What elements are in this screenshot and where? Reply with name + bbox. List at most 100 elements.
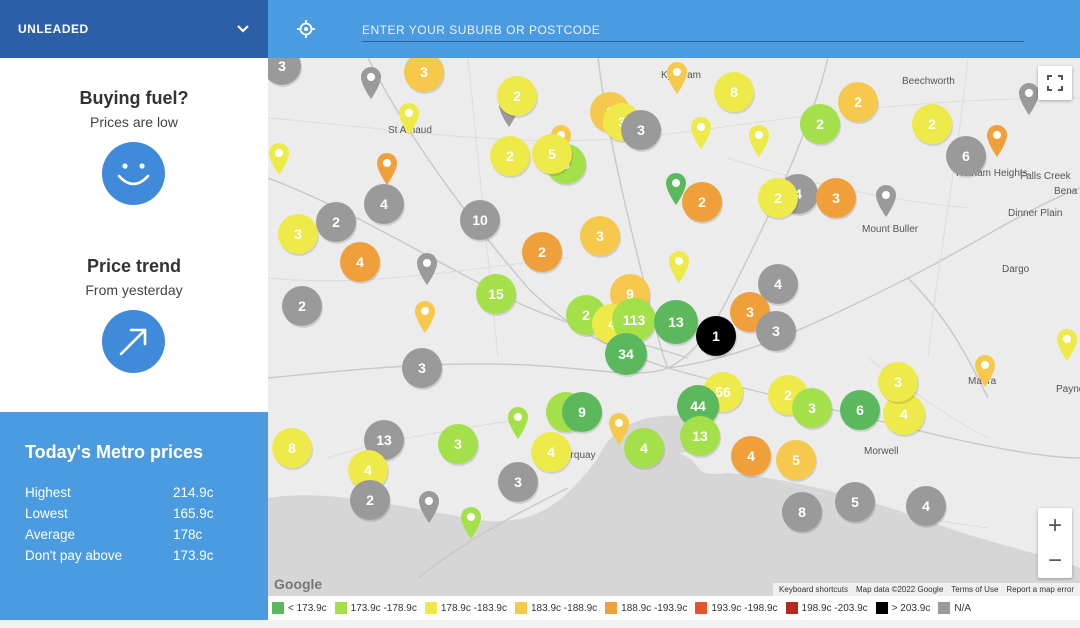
metro-label: Don't pay above	[25, 548, 123, 563]
map-pin-icon[interactable]	[460, 506, 482, 540]
price-cluster[interactable]: 2	[497, 76, 537, 116]
price-cluster[interactable]: 3	[792, 388, 832, 428]
keyboard-shortcuts-link[interactable]: Keyboard shortcuts	[779, 585, 848, 594]
map-pin-icon[interactable]	[748, 124, 770, 158]
legend-swatch	[515, 602, 527, 614]
price-cluster[interactable]: 2	[282, 286, 322, 326]
map-pin-icon[interactable]	[665, 172, 687, 206]
price-cluster[interactable]: 3	[756, 311, 796, 351]
map-pin-icon[interactable]	[608, 412, 630, 446]
legend-item: > 203.9c	[875, 602, 931, 614]
price-cluster[interactable]: 6	[840, 390, 880, 430]
price-cluster[interactable]: 2	[758, 178, 798, 218]
suburb-postcode-input[interactable]	[362, 18, 1024, 42]
legend-swatch	[875, 602, 888, 614]
fuel-type-label: UNLEADED	[18, 22, 89, 36]
map-pin-icon[interactable]	[986, 124, 1008, 158]
price-trend-subtitle: From yesterday	[85, 282, 183, 298]
map-pin-icon[interactable]	[974, 354, 996, 388]
fuel-type-select[interactable]: UNLEADED	[0, 0, 268, 58]
price-cluster[interactable]: 3	[278, 214, 318, 254]
price-cluster[interactable]: 2	[912, 104, 952, 144]
place-label: Hotham Heights	[956, 168, 1028, 179]
locate-me-icon[interactable]	[296, 19, 316, 39]
metro-value: 173.9c	[173, 548, 214, 563]
legend-swatch	[272, 602, 284, 614]
fullscreen-button[interactable]	[1038, 66, 1072, 100]
price-cluster[interactable]: 2	[490, 136, 530, 176]
price-cluster[interactable]: 4	[758, 264, 798, 304]
map-pin-icon[interactable]	[875, 184, 897, 218]
map-pin-icon[interactable]	[376, 152, 398, 186]
price-cluster[interactable]: 2	[316, 202, 356, 242]
map-pin-icon[interactable]	[268, 142, 290, 176]
price-cluster[interactable]: 13	[364, 420, 404, 460]
price-cluster[interactable]: 6	[946, 136, 986, 176]
price-cluster[interactable]: 5	[776, 440, 816, 480]
price-cluster[interactable]: 5	[835, 482, 875, 522]
map-pin-icon[interactable]	[507, 406, 529, 440]
map-pin-icon[interactable]	[1056, 328, 1078, 362]
legend-item: 198.9c -203.9c	[785, 602, 868, 614]
metro-value: 165.9c	[173, 506, 214, 521]
price-cluster[interactable]: 5	[532, 134, 572, 174]
price-cluster[interactable]: 10	[460, 200, 500, 240]
report-map-error-link[interactable]: Report a map error	[1006, 585, 1074, 594]
price-cluster[interactable]: 34	[605, 333, 647, 375]
map-pin-icon[interactable]	[398, 102, 420, 136]
zoom-control: + −	[1038, 508, 1072, 578]
arrow-up-right-icon	[102, 310, 165, 373]
map-pin-icon[interactable]	[666, 61, 688, 95]
place-label: Beechworth	[902, 76, 955, 87]
price-cluster[interactable]: 2	[350, 480, 390, 520]
map-pin-icon[interactable]	[418, 490, 440, 524]
price-cluster[interactable]: 3	[438, 424, 478, 464]
price-cluster[interactable]: 2	[800, 104, 840, 144]
metro-prices-title: Today's Metro prices	[25, 442, 203, 462]
price-cluster[interactable]: 4	[531, 432, 571, 472]
price-cluster[interactable]: 8	[714, 72, 754, 112]
price-cluster[interactable]: 4	[731, 436, 771, 476]
price-cluster[interactable]: 8	[782, 492, 822, 532]
map-pin-icon[interactable]	[414, 300, 436, 334]
price-cluster[interactable]: 4	[364, 184, 404, 224]
price-cluster[interactable]: 2	[838, 82, 878, 122]
map-pin-icon[interactable]	[1018, 82, 1040, 116]
map-data-text: Map data ©2022 Google	[855, 585, 944, 594]
place-label: Dinner Plain	[1008, 208, 1063, 219]
zoom-in-button[interactable]: +	[1047, 511, 1062, 539]
zoom-out-button[interactable]: −	[1047, 546, 1062, 574]
price-cluster[interactable]: 13	[654, 300, 698, 344]
legend-item: 193.9c -198.9c	[695, 602, 778, 614]
price-cluster[interactable]: 4	[906, 486, 946, 526]
legend-label: > 203.9c	[891, 602, 931, 614]
terms-of-use-link[interactable]: Terms of Use	[951, 585, 999, 594]
price-cluster[interactable]: 1	[696, 316, 736, 356]
price-cluster[interactable]: 3	[621, 110, 661, 150]
place-label: Payne	[1056, 384, 1080, 395]
price-cluster[interactable]: 3	[498, 462, 538, 502]
place-label: Mount Buller	[862, 224, 919, 235]
fullscreen-icon	[1047, 75, 1063, 91]
map-pin-icon[interactable]	[690, 116, 712, 150]
price-cluster[interactable]: 2	[682, 182, 722, 222]
price-cluster[interactable]: 8	[272, 428, 312, 468]
price-trend-title: Price trend	[86, 256, 182, 276]
price-cluster[interactable]: 3	[402, 348, 442, 388]
price-cluster[interactable]: 4	[624, 428, 664, 468]
metro-value: 214.9c	[173, 485, 214, 500]
price-cluster[interactable]: 3	[878, 362, 918, 402]
price-cluster[interactable]: 13	[680, 416, 720, 456]
price-cluster[interactable]: 15	[476, 274, 516, 314]
price-cluster[interactable]: 4	[340, 242, 380, 282]
price-cluster[interactable]: 3	[580, 216, 620, 256]
price-cluster[interactable]: 3	[816, 178, 856, 218]
price-cluster[interactable]: 9	[562, 392, 602, 432]
map-pin-icon[interactable]	[416, 252, 438, 286]
price-cluster[interactable]: 3	[404, 58, 444, 92]
legend-item: 183.9c -188.9c	[515, 602, 597, 614]
price-cluster[interactable]: 2	[522, 232, 562, 272]
map-pin-icon[interactable]	[360, 66, 382, 100]
map-pin-icon[interactable]	[668, 250, 690, 284]
